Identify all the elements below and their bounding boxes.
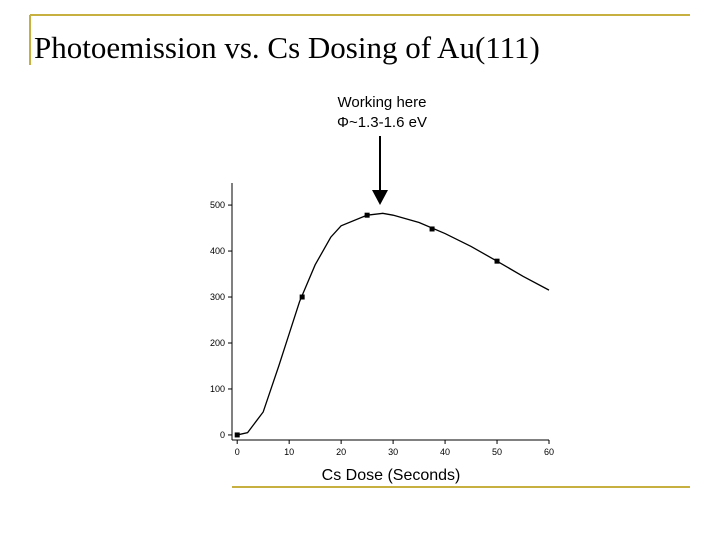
y-tick-label: 200 <box>210 338 225 348</box>
y-tick-label: 300 <box>210 292 225 302</box>
data-point <box>429 226 435 232</box>
x-tick-label: 60 <box>544 447 554 457</box>
x-tick-label: 20 <box>336 447 346 457</box>
x-axis-title: Cs Dose (Seconds) <box>322 467 461 484</box>
arrow-head <box>372 190 388 205</box>
x-tick-label: 0 <box>235 447 240 457</box>
y-tick-label: 400 <box>210 246 225 256</box>
slide-title: Photoemission vs. Cs Dosing of Au(111) <box>34 30 540 65</box>
x-tick-label: 10 <box>284 447 294 457</box>
y-tick-label: 500 <box>210 200 225 210</box>
annotation: Working here <box>338 94 427 111</box>
x-tick-label: 40 <box>440 447 450 457</box>
y-tick-label: 0 <box>220 430 225 440</box>
x-tick-label: 30 <box>388 447 398 457</box>
fit-line <box>237 212 550 436</box>
annotation: Φ~1.3-1.6 eV <box>337 114 427 131</box>
y-tick-label: 100 <box>210 384 225 394</box>
x-tick-label: 50 <box>492 447 502 457</box>
